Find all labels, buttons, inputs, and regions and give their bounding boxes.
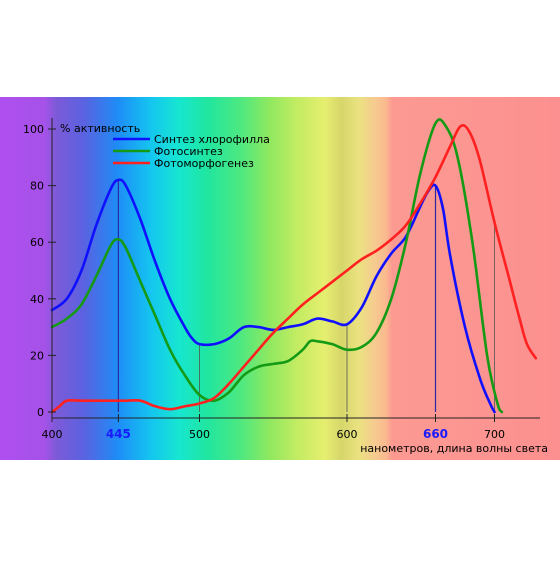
series-line-2 <box>50 118 504 414</box>
legend-label-2: Фотосинтез <box>154 145 223 158</box>
legend-label-3: Фотоморфогенез <box>154 157 254 170</box>
x-tick-label-445: 445 <box>106 427 131 441</box>
series-line-1 <box>50 178 496 414</box>
axes: 0 20 40 60 80 100 400 445 500 600 660 700 % активнос… <box>23 118 548 455</box>
y-tick-label-100: 100 <box>23 123 44 136</box>
legend: Синтез хлорофиллаФотосинтезФотоморфогене… <box>113 133 270 170</box>
marker-lines <box>117 179 495 412</box>
legend-label-1: Синтез хлорофилла <box>154 133 270 146</box>
y-tick-label-40: 40 <box>30 293 44 306</box>
series-line-3 <box>50 123 538 414</box>
x-tick-label-660: 660 <box>423 427 448 441</box>
x-axis-title: нанометров, длина волны света <box>360 442 548 455</box>
x-tick-label-400: 400 <box>42 428 63 441</box>
y-axis-title: % активность <box>60 122 140 135</box>
y-tick-label-80: 80 <box>30 180 44 193</box>
series-lines <box>50 118 538 414</box>
x-tick-label-600: 600 <box>337 428 358 441</box>
y-tick-label-60: 60 <box>30 236 44 249</box>
y-tick-label-0: 0 <box>37 406 44 419</box>
x-tick-label-700: 700 <box>484 428 505 441</box>
y-tick-label-20: 20 <box>30 349 44 362</box>
x-tick-label-500: 500 <box>189 428 210 441</box>
